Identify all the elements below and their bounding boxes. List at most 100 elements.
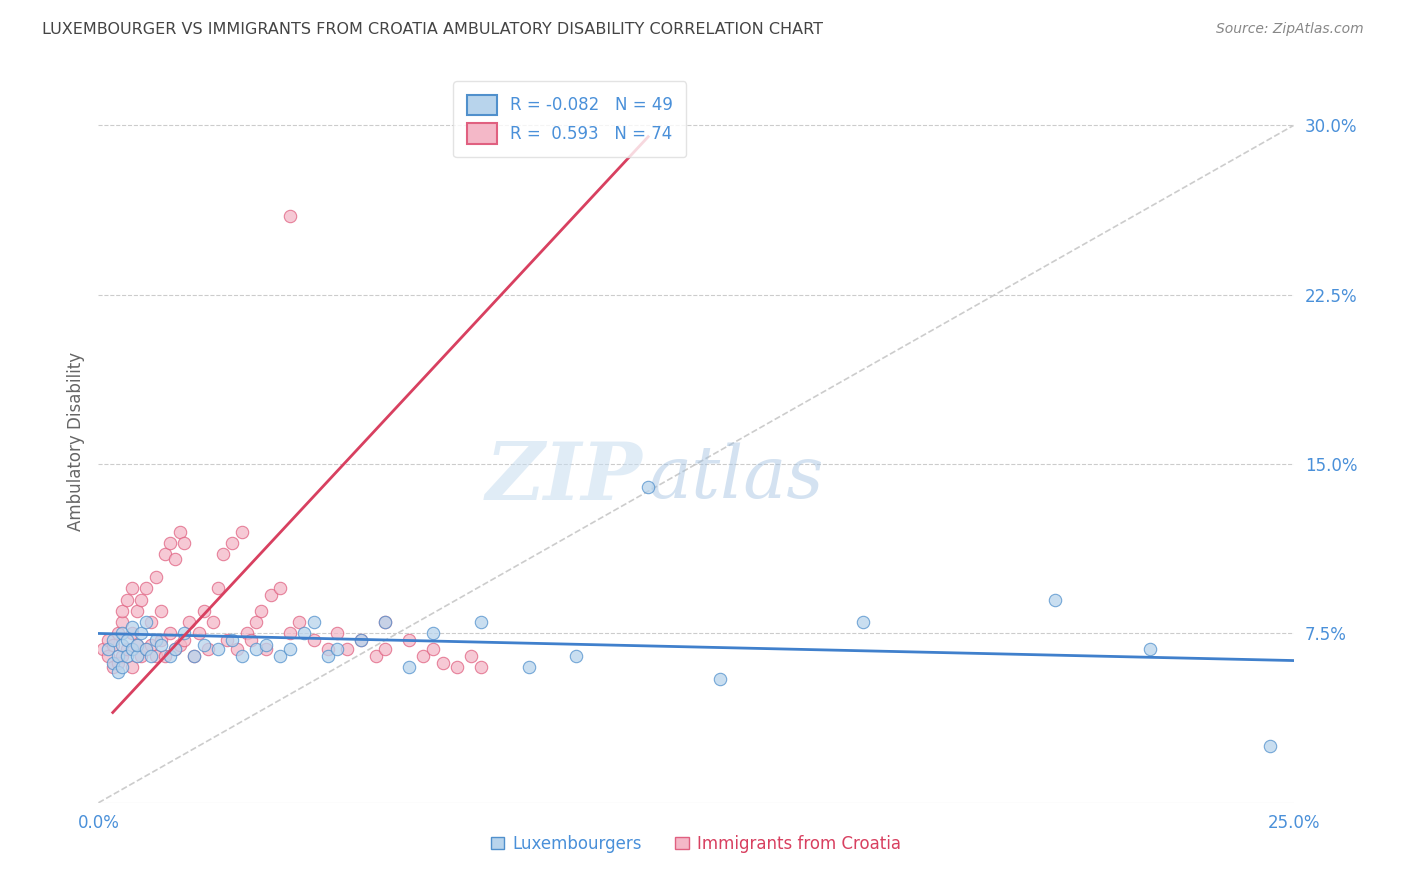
- Point: [91, 642, 114, 657]
- Point: [326, 626, 349, 640]
- Point: [139, 615, 162, 630]
- Point: [121, 660, 143, 674]
- Point: [131, 626, 153, 640]
- Point: [374, 615, 396, 630]
- Point: [125, 648, 148, 663]
- Point: [278, 626, 301, 640]
- Point: [115, 592, 138, 607]
- Point: [107, 626, 129, 640]
- Point: [135, 582, 157, 596]
- Point: [374, 642, 396, 657]
- Point: [422, 626, 444, 640]
- Point: [135, 642, 157, 657]
- Point: [374, 615, 396, 630]
- Point: [202, 615, 225, 630]
- Y-axis label: Ambulatory Disability: Ambulatory Disability: [66, 352, 84, 531]
- Text: LUXEMBOURGER VS IMMIGRANTS FROM CROATIA AMBULATORY DISABILITY CORRELATION CHART: LUXEMBOURGER VS IMMIGRANTS FROM CROATIA …: [42, 22, 823, 37]
- Point: [173, 633, 195, 648]
- Point: [173, 536, 195, 550]
- Point: [131, 648, 153, 663]
- Point: [145, 570, 167, 584]
- Point: [107, 665, 129, 679]
- Point: [470, 660, 492, 674]
- Point: [240, 633, 263, 648]
- Point: [422, 642, 444, 657]
- Point: [101, 660, 124, 674]
- Point: [226, 642, 249, 657]
- Point: [101, 638, 124, 652]
- Point: [155, 648, 177, 663]
- Point: [107, 648, 129, 663]
- Point: [269, 582, 291, 596]
- Point: [193, 604, 215, 618]
- Point: [398, 660, 420, 674]
- Point: [97, 642, 120, 657]
- Point: [250, 604, 273, 618]
- Point: [336, 642, 359, 657]
- Point: [169, 638, 191, 652]
- Point: [245, 615, 267, 630]
- Point: [350, 633, 373, 648]
- Point: [637, 480, 659, 494]
- Text: ZIP: ZIP: [485, 439, 643, 516]
- Point: [207, 642, 229, 657]
- Point: [292, 626, 315, 640]
- Point: [412, 648, 434, 663]
- Point: [125, 604, 148, 618]
- Point: [398, 633, 420, 648]
- Point: [145, 633, 167, 648]
- Point: [217, 633, 239, 648]
- Point: [446, 660, 468, 674]
- Point: [245, 642, 267, 657]
- Point: [278, 642, 301, 657]
- Point: [269, 648, 291, 663]
- Point: [350, 633, 373, 648]
- Point: [125, 638, 148, 652]
- Point: [197, 642, 219, 657]
- Point: [183, 648, 205, 663]
- Point: [302, 615, 325, 630]
- Point: [231, 648, 253, 663]
- Point: [121, 642, 143, 657]
- Point: [1258, 739, 1281, 754]
- Point: [179, 615, 201, 630]
- Point: [432, 656, 454, 670]
- Point: [159, 536, 181, 550]
- Point: [111, 626, 134, 640]
- Point: [852, 615, 875, 630]
- Point: [169, 524, 191, 539]
- Point: [111, 660, 134, 674]
- Point: [145, 648, 167, 663]
- Point: [254, 638, 277, 652]
- Point: [97, 648, 120, 663]
- Point: [97, 633, 120, 648]
- Point: [193, 638, 215, 652]
- Point: [1139, 642, 1161, 657]
- Point: [221, 536, 243, 550]
- Point: [1043, 592, 1066, 607]
- Point: [364, 648, 387, 663]
- Text: atlas: atlas: [648, 442, 824, 513]
- Point: [131, 592, 153, 607]
- Point: [159, 648, 181, 663]
- Point: [121, 620, 143, 634]
- Point: [565, 648, 588, 663]
- Point: [221, 633, 243, 648]
- Point: [115, 642, 138, 657]
- Point: [288, 615, 311, 630]
- Point: [121, 626, 143, 640]
- Point: [101, 656, 124, 670]
- Point: [149, 604, 172, 618]
- Point: [207, 582, 229, 596]
- Point: [470, 615, 492, 630]
- Point: [183, 648, 205, 663]
- Point: [139, 638, 162, 652]
- Point: [163, 642, 186, 657]
- Point: [135, 642, 157, 657]
- Point: [460, 648, 482, 663]
- Point: [211, 548, 233, 562]
- Point: [316, 648, 339, 663]
- Point: [187, 626, 209, 640]
- Point: [111, 638, 134, 652]
- Point: [155, 548, 177, 562]
